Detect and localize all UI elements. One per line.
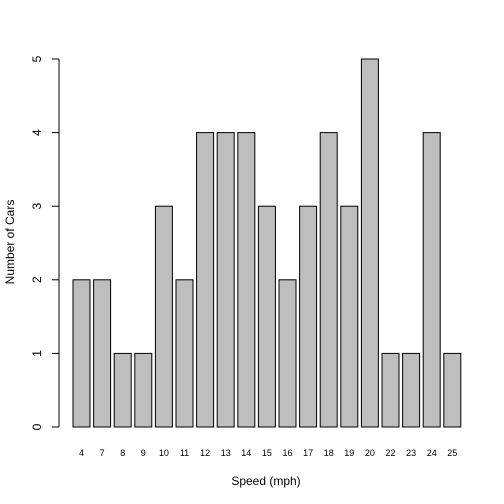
bar-10: [154, 205, 173, 428]
x-axis-ticks: 4 7 8 9 10 11 12 13 14 15 16 17 18 19 20 22 23 24 25: [79, 448, 457, 458]
x-axis-title: Speed (mph): [231, 474, 300, 488]
x-tick-label-24: 24: [427, 448, 437, 458]
bar-19: [340, 205, 359, 428]
x-tick-label-13: 13: [221, 448, 231, 458]
x-tick-label-22: 22: [385, 448, 395, 458]
bar-22: [381, 352, 400, 428]
bar-4: [72, 279, 91, 428]
x-tick-label-15: 15: [262, 448, 272, 458]
x-tick-label-8: 8: [120, 448, 125, 458]
x-tick-label-17: 17: [303, 448, 313, 458]
x-tick-label-20: 20: [365, 448, 375, 458]
y-axis: 0 1 2 3 4 5: [30, 55, 60, 430]
bar-25: [443, 352, 462, 428]
y-tick-label-3: 3: [30, 203, 44, 210]
bar-18: [319, 132, 338, 428]
y-tick-label-0: 0: [30, 423, 44, 430]
x-tick-label-7: 7: [100, 448, 105, 458]
y-tick-label-1: 1: [30, 350, 44, 357]
bar-11: [175, 279, 194, 428]
bar-7: [93, 279, 112, 428]
bar-17: [299, 205, 318, 428]
x-tick-label-19: 19: [344, 448, 354, 458]
x-tick-label-18: 18: [324, 448, 334, 458]
y-tick-label-2: 2: [30, 276, 44, 283]
x-tick-label-23: 23: [406, 448, 416, 458]
x-tick-label-12: 12: [200, 448, 210, 458]
x-tick-label-25: 25: [447, 448, 457, 458]
x-tick-label-14: 14: [241, 448, 251, 458]
y-tick-label-5: 5: [30, 55, 44, 62]
bar-9: [134, 352, 153, 428]
y-axis-title: Number of Cars: [3, 200, 17, 285]
y-tick-label-4: 4: [30, 129, 44, 136]
x-tick-label-4: 4: [79, 448, 84, 458]
x-tick-label-11: 11: [180, 448, 189, 458]
x-tick-label-10: 10: [159, 448, 169, 458]
bar-20: [360, 58, 379, 428]
bar-16: [278, 279, 297, 428]
bar-14: [237, 132, 256, 428]
bar-15: [257, 205, 276, 428]
bar-23: [402, 352, 421, 428]
bar-12: [196, 132, 215, 428]
bar-8: [113, 352, 132, 428]
bar-24: [422, 132, 441, 428]
x-tick-label-9: 9: [141, 448, 146, 458]
bars-layer: [72, 58, 462, 428]
bar-13: [216, 132, 235, 428]
x-tick-label-16: 16: [282, 448, 292, 458]
